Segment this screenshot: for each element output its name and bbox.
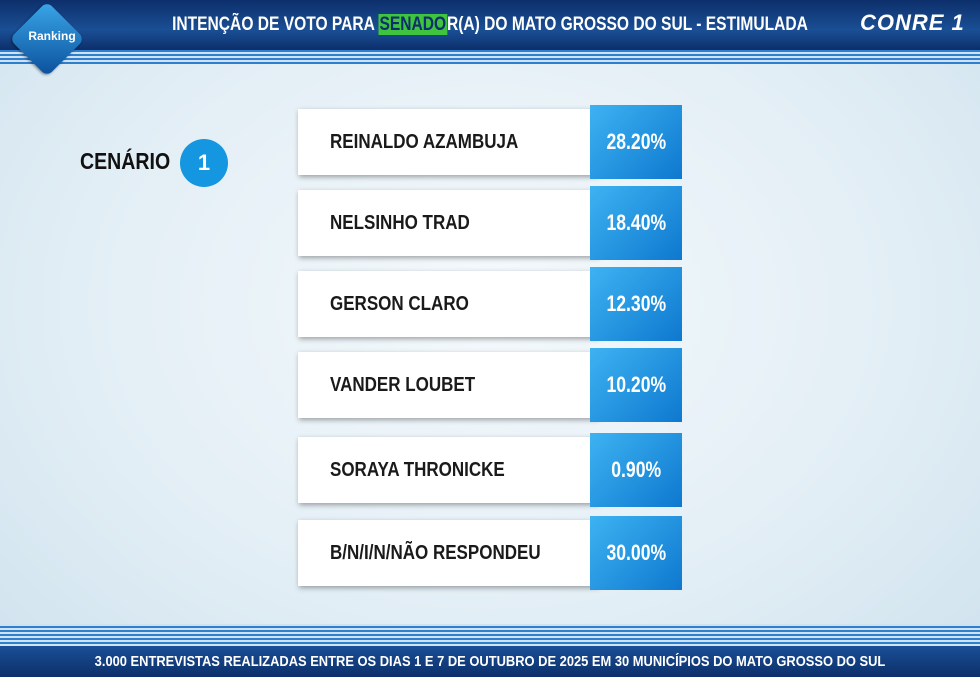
value-box: 12.30%: [590, 267, 682, 341]
result-row: B/N/I/N/NÃO RESPONDEU 30.00%: [298, 516, 683, 590]
value-box: 30.00%: [590, 516, 682, 590]
candidate-name: GERSON CLARO: [330, 293, 469, 315]
value-box: 18.40%: [590, 186, 682, 260]
result-row: GERSON CLARO 12.30%: [298, 267, 683, 341]
candidate-value: 18.40%: [606, 210, 666, 235]
candidate-box: SORAYA THRONICKE: [298, 437, 598, 503]
title-highlight: SENADO: [378, 14, 447, 35]
candidate-box: REINALDO AZAMBUJA: [298, 109, 598, 175]
candidate-name: NELSINHO TRAD: [330, 212, 470, 234]
candidate-value: 0.90%: [611, 457, 661, 482]
value-box: 10.20%: [590, 348, 682, 422]
header-bar: [0, 0, 980, 50]
title-part: R(A) DO MATO GROSSO DO SUL - ESTIMULADA: [446, 14, 808, 35]
candidate-value: 30.00%: [606, 540, 666, 565]
candidate-box: NELSINHO TRAD: [298, 190, 598, 256]
title-part: INTENÇÃO DE VOTO PARA: [172, 14, 379, 35]
footer-text: 3.000 ENTREVISTAS REALIZADAS ENTRE OS DI…: [94, 653, 886, 670]
result-row: REINALDO AZAMBUJA 28.20%: [298, 105, 683, 179]
footer-stripes: [0, 624, 980, 646]
header-stripes: [0, 50, 980, 64]
candidate-value: 28.20%: [606, 129, 666, 154]
value-box: 28.20%: [590, 105, 682, 179]
candidate-value: 10.20%: [606, 372, 666, 397]
scenario-number: 1: [180, 139, 228, 187]
logo-right: CONRE 1: [860, 10, 965, 35]
value-box: 0.90%: [590, 433, 682, 507]
candidate-name: REINALDO AZAMBUJA: [330, 131, 519, 153]
candidate-name: B/N/I/N/NÃO RESPONDEU: [330, 542, 541, 564]
candidate-name: VANDER LOUBET: [330, 374, 476, 396]
title: INTENÇÃO DE VOTO PARA SENADOR(A) DO MATO…: [88, 14, 892, 36]
candidate-box: B/N/I/N/NÃO RESPONDEU: [298, 520, 598, 586]
result-row: SORAYA THRONICKE 0.90%: [298, 433, 683, 507]
scenario-label: CENÁRIO: [80, 148, 171, 174]
footer-bar: [0, 646, 980, 677]
candidate-box: GERSON CLARO: [298, 271, 598, 337]
result-row: NELSINHO TRAD 18.40%: [298, 186, 683, 260]
candidate-value: 12.30%: [606, 291, 666, 316]
candidate-box: VANDER LOUBET: [298, 352, 598, 418]
logo-left: Ranking: [28, 29, 76, 43]
result-row: VANDER LOUBET 10.20%: [298, 348, 683, 422]
candidate-name: SORAYA THRONICKE: [330, 459, 505, 481]
